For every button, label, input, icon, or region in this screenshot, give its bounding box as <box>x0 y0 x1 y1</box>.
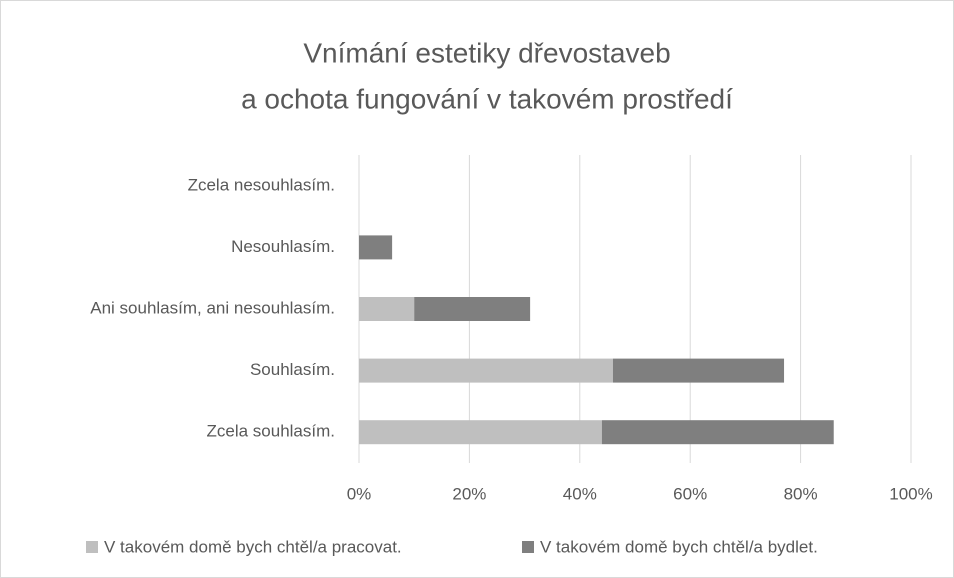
y-tick-label: Souhlasím. <box>250 360 335 379</box>
bar <box>612 358 785 383</box>
bar <box>359 297 415 321</box>
bar <box>359 420 602 445</box>
legend-swatch <box>522 541 534 553</box>
x-tick-label: 20% <box>452 484 486 503</box>
y-tick-label: Zcela nesouhlasím. <box>188 175 335 194</box>
y-tick-label: Zcela souhlasím. <box>207 422 336 441</box>
y-tick-label: Nesouhlasím. <box>231 237 335 256</box>
x-tick-label: 40% <box>563 484 597 503</box>
x-tick-label: 80% <box>784 484 818 503</box>
x-tick-label: 60% <box>673 484 707 503</box>
bar <box>359 235 393 260</box>
legend-swatch <box>86 541 98 553</box>
x-tick-label: 100% <box>889 484 932 503</box>
legend-label: V takovém domě bych chtěl/a bydlet. <box>540 537 818 556</box>
chart-title: a ochota fungování v takovém prostředí <box>241 83 733 114</box>
y-tick-label: Ani souhlasím, ani nesouhlasím. <box>90 298 335 317</box>
x-tick-label: 0% <box>347 484 372 503</box>
legend-label: V takovém domě bych chtěl/a pracovat. <box>104 537 402 556</box>
bar <box>414 297 531 321</box>
bar <box>601 420 834 445</box>
bar <box>359 358 613 383</box>
chart-title: Vnímání estetiky dřevostaveb <box>303 37 670 68</box>
